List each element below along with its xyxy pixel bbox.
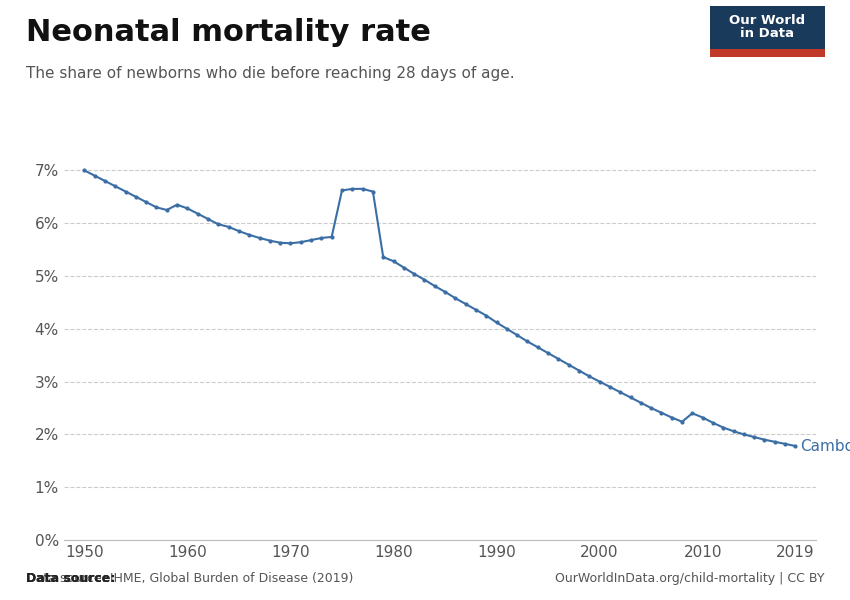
Text: Neonatal mortality rate: Neonatal mortality rate xyxy=(26,18,430,47)
Text: Data source:: Data source: xyxy=(26,572,115,585)
Text: Data source:: Data source: xyxy=(26,572,115,585)
Text: Data source: IHME, Global Burden of Disease (2019): Data source: IHME, Global Burden of Dise… xyxy=(26,572,353,585)
Text: The share of newborns who die before reaching 28 days of age.: The share of newborns who die before rea… xyxy=(26,66,514,81)
Text: in Data: in Data xyxy=(740,27,794,40)
Text: OurWorldInData.org/child-mortality | CC BY: OurWorldInData.org/child-mortality | CC … xyxy=(555,572,824,585)
Text: Cambodia: Cambodia xyxy=(801,439,850,454)
Text: Our World: Our World xyxy=(729,14,805,27)
